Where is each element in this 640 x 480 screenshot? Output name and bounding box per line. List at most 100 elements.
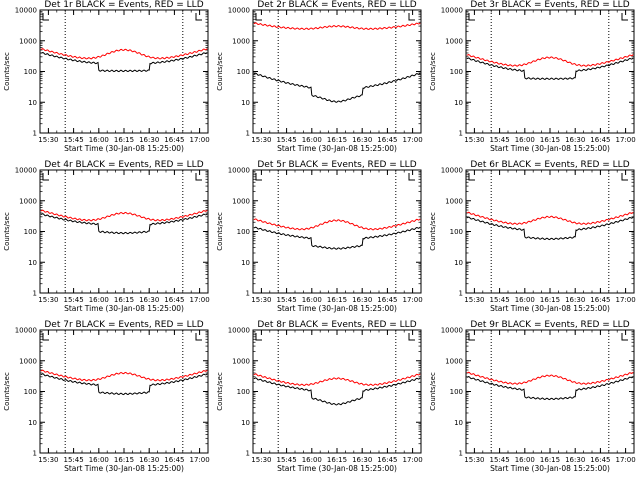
y-tick-label: 1 (459, 450, 463, 458)
x-tick-label: 16:30 (139, 456, 159, 464)
corner-marker-left (255, 333, 262, 341)
y-tick-label: 1 (33, 450, 37, 458)
y-tick-label: 100 (24, 228, 37, 236)
corner-marker-left (255, 13, 262, 21)
y-tick-label: 10000 (441, 167, 463, 175)
x-tick-label: 15:30 (251, 136, 271, 144)
series-line-events (253, 72, 421, 103)
corner-marker-left (468, 333, 475, 341)
x-tick-label: 17:00 (403, 456, 423, 464)
plot-title: Det 8r BLACK = Events, RED = LLD (257, 320, 416, 330)
y-tick-label: 10 (28, 99, 37, 107)
y-axis-label: Counts/sec (216, 52, 224, 91)
x-tick-label: 17:00 (190, 136, 210, 144)
x-tick-label: 16:15 (327, 456, 347, 464)
series-line-events (466, 376, 634, 401)
x-tick-label: 17:00 (190, 296, 210, 304)
y-axis-label: Counts/sec (3, 372, 11, 411)
y-tick-label: 10000 (441, 7, 463, 15)
x-tick-label: 16:15 (540, 456, 560, 464)
x-tick-label: 16:30 (565, 296, 585, 304)
x-tick-label: 16:00 (89, 456, 109, 464)
x-tick-label: 16:45 (590, 296, 610, 304)
x-axis-label: Start Time (30-Jan-08 15:25:00) (490, 304, 610, 313)
y-tick-label: 1 (33, 290, 37, 298)
series-line-events (253, 377, 421, 406)
x-tick-label: 15:30 (464, 136, 484, 144)
x-tick-label: 16:15 (540, 136, 560, 144)
x-tick-label: 17:00 (403, 136, 423, 144)
series-line-events (253, 226, 421, 250)
x-axis-label: Start Time (30-Jan-08 15:25:00) (277, 304, 397, 313)
y-tick-label: 1000 (445, 357, 463, 365)
x-tick-label: 15:45 (277, 296, 297, 304)
x-tick-label: 16:45 (164, 136, 184, 144)
series-line-events (466, 57, 634, 80)
corner-marker-right (408, 173, 415, 181)
y-tick-label: 1 (246, 130, 250, 138)
x-tick-label: 16:00 (515, 456, 535, 464)
y-axis-label: Counts/sec (429, 212, 437, 251)
plot-title: Det 7r BLACK = Events, RED = LLD (44, 320, 203, 330)
plot-title: Det 9r BLACK = Events, RED = LLD (470, 320, 629, 330)
x-tick-label: 15:45 (490, 296, 510, 304)
corner-marker-right (195, 13, 202, 21)
corner-marker-right (408, 13, 415, 21)
plot-2: Det 2r BLACK = Events, RED = LLD Counts/s… (216, 0, 423, 153)
x-tick-label: 16:45 (164, 296, 184, 304)
x-tick-label: 16:45 (377, 296, 397, 304)
y-tick-label: 10000 (228, 7, 250, 15)
y-axis-label: Counts/sec (216, 212, 224, 251)
corner-marker-left (255, 173, 262, 181)
series-line-lld (253, 22, 421, 31)
x-tick-label: 16:45 (590, 136, 610, 144)
series-line-lld (40, 48, 208, 60)
series-line-lld (40, 369, 208, 382)
y-tick-label: 1000 (232, 197, 250, 205)
x-tick-label: 15:30 (464, 296, 484, 304)
x-tick-label: 16:00 (515, 296, 535, 304)
plot-1: Det 1r BLACK = Events, RED = LLD Counts/s… (3, 0, 210, 153)
plot-title: Det 5r BLACK = Events, RED = LLD (257, 160, 416, 170)
x-tick-label: 15:45 (277, 456, 297, 464)
x-tick-label: 15:45 (277, 136, 297, 144)
y-tick-label: 10000 (228, 167, 250, 175)
y-tick-label: 10 (241, 259, 250, 267)
x-tick-label: 16:30 (352, 456, 372, 464)
x-tick-label: 17:00 (616, 136, 636, 144)
y-tick-label: 10 (28, 419, 37, 427)
y-tick-label: 1 (459, 130, 463, 138)
corner-marker-right (621, 173, 628, 181)
x-axis-label: Start Time (30-Jan-08 15:25:00) (64, 304, 184, 313)
corner-marker-left (42, 333, 49, 341)
x-tick-label: 16:30 (352, 296, 372, 304)
corner-marker-right (621, 13, 628, 21)
x-tick-label: 15:45 (490, 136, 510, 144)
x-tick-label: 15:30 (251, 296, 271, 304)
x-tick-label: 15:45 (64, 296, 84, 304)
plot-title: Det 3r BLACK = Events, RED = LLD (470, 0, 629, 10)
series-line-events (40, 213, 208, 235)
y-tick-label: 100 (450, 228, 463, 236)
y-tick-label: 10 (454, 259, 463, 267)
x-tick-label: 16:15 (114, 136, 134, 144)
series-line-lld (466, 211, 634, 225)
plot-title: Det 6r BLACK = Events, RED = LLD (470, 160, 629, 170)
plot-title: Det 4r BLACK = Events, RED = LLD (44, 160, 203, 170)
x-tick-label: 15:30 (38, 456, 58, 464)
y-tick-label: 10 (28, 259, 37, 267)
y-tick-label: 100 (237, 228, 250, 236)
x-tick-label: 17:00 (190, 456, 210, 464)
y-axis-label: Counts/sec (429, 372, 437, 411)
series-line-lld (466, 371, 634, 385)
y-tick-label: 10000 (441, 327, 463, 335)
x-tick-label: 16:00 (302, 296, 322, 304)
x-tick-label: 16:00 (515, 136, 535, 144)
corner-marker-left (468, 173, 475, 181)
x-tick-label: 16:45 (377, 136, 397, 144)
x-tick-label: 15:30 (464, 456, 484, 464)
corner-marker-left (468, 13, 475, 21)
y-axis-label: Counts/sec (429, 52, 437, 91)
y-tick-label: 100 (24, 388, 37, 396)
